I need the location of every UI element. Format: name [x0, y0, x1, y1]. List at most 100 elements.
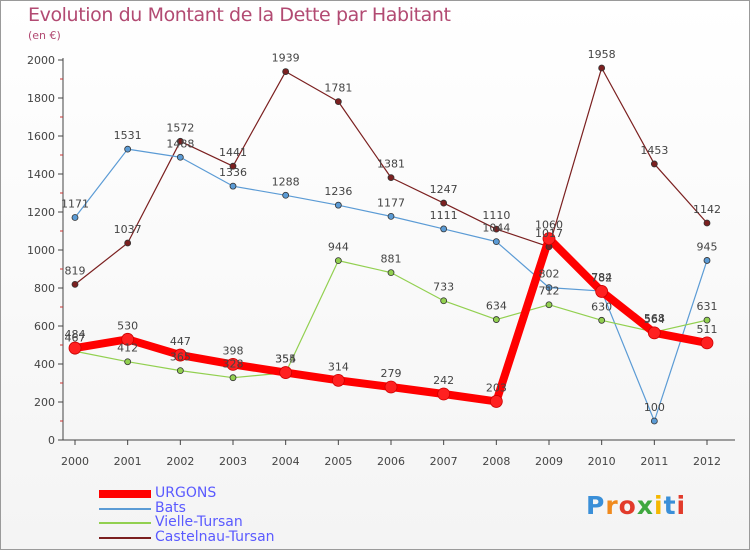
data-label: 881 — [381, 253, 402, 266]
data-point — [545, 301, 553, 309]
logo-letter: i — [654, 491, 664, 520]
data-label: 819 — [65, 264, 86, 277]
legend-swatch — [99, 490, 151, 498]
legend-swatch — [99, 537, 151, 539]
x-tick-label: 2004 — [272, 455, 300, 468]
data-point — [387, 174, 395, 182]
data-point — [492, 316, 500, 323]
data-label: 1441 — [219, 146, 247, 159]
data-label: 1531 — [114, 129, 142, 142]
data-label: 1939 — [272, 52, 300, 65]
data-point — [440, 199, 448, 207]
chart-title: Evolution du Montant de la Dette par Hab… — [28, 4, 451, 26]
data-label: 203 — [486, 381, 507, 394]
data-label: 1572 — [166, 121, 194, 134]
logo-letter: P — [586, 491, 606, 520]
y-tick-label: 0 — [48, 434, 55, 447]
y-tick-label: 1200 — [27, 206, 55, 219]
data-label: 630 — [591, 300, 612, 313]
data-point — [279, 366, 293, 379]
data-point — [226, 357, 240, 371]
data-point — [703, 316, 711, 324]
data-label: 328 — [223, 358, 244, 371]
data-point — [440, 297, 448, 305]
data-point — [124, 145, 132, 153]
x-tick-label: 2002 — [166, 455, 194, 468]
data-label: 398 — [223, 344, 244, 357]
data-point — [647, 326, 661, 340]
unit-label: (en €) — [28, 29, 61, 42]
y-tick-label: 800 — [34, 282, 55, 295]
data-point — [440, 225, 448, 233]
data-point — [124, 358, 132, 366]
data-label: 447 — [170, 335, 191, 348]
data-label: 1336 — [219, 166, 247, 179]
logo-letter: i — [676, 491, 687, 520]
data-label: 1142 — [693, 203, 721, 216]
data-label: 782 — [591, 271, 612, 284]
data-label: 1958 — [588, 48, 616, 61]
y-tick-label: 1000 — [27, 244, 55, 257]
legend-label: Castelnau-Tursan — [155, 529, 275, 545]
data-label: 355 — [275, 353, 296, 366]
data-point — [282, 191, 290, 199]
data-point — [598, 64, 606, 72]
data-point — [334, 201, 342, 209]
x-tick-label: 2007 — [430, 455, 458, 468]
data-label: 1488 — [166, 137, 194, 150]
y-tick-label: 1600 — [27, 130, 55, 143]
data-label: 564 — [644, 313, 665, 326]
data-label: 631 — [697, 300, 718, 313]
data-point — [68, 341, 82, 355]
data-point — [492, 238, 500, 246]
x-tick-label: 2005 — [324, 455, 352, 468]
y-tick-label: 200 — [34, 396, 55, 409]
data-point — [703, 257, 711, 264]
data-point — [542, 232, 556, 246]
logo-letter: x — [636, 491, 654, 520]
data-label: 1453 — [640, 144, 668, 157]
data-label: 412 — [117, 342, 138, 355]
data-point — [595, 285, 609, 298]
data-label: 1171 — [61, 198, 89, 211]
data-point — [334, 257, 342, 265]
x-tick-label: 2001 — [114, 455, 142, 468]
y-tick-label: 400 — [34, 358, 55, 371]
data-label: 802 — [539, 268, 560, 281]
x-tick-label: 2009 — [535, 455, 563, 468]
data-label: 1017 — [535, 227, 563, 240]
x-tick-label: 2008 — [482, 455, 510, 468]
data-label: 1236 — [324, 185, 352, 198]
data-point — [384, 380, 398, 394]
x-tick-label: 2012 — [693, 455, 721, 468]
data-point — [700, 336, 714, 350]
data-label: 467 — [65, 331, 86, 344]
legend-label: Vielle-Tursan — [155, 514, 243, 530]
data-label: 279 — [381, 367, 402, 380]
data-label: 712 — [539, 285, 560, 298]
data-label: 1781 — [324, 82, 352, 95]
data-point — [331, 373, 345, 387]
data-point — [334, 98, 342, 106]
y-tick-label: 2000 — [27, 54, 55, 67]
data-point — [437, 387, 451, 401]
proxiti-logo: Proxiti — [586, 491, 686, 520]
data-point — [545, 284, 553, 292]
data-label: 944 — [328, 241, 349, 254]
series-line-bats — [74, 148, 708, 422]
legend-swatch — [99, 508, 151, 510]
data-point — [229, 162, 237, 170]
y-tick-label: 600 — [34, 320, 55, 333]
data-label: 365 — [170, 351, 191, 364]
data-point — [71, 280, 79, 288]
logo-letter: o — [618, 491, 637, 520]
data-point — [229, 182, 237, 190]
data-label: 1288 — [272, 175, 300, 188]
data-label: 1044 — [482, 222, 510, 235]
data-label: 1060 — [535, 219, 563, 232]
data-label: 945 — [697, 240, 718, 253]
data-label: 511 — [697, 323, 718, 336]
data-label: 1177 — [377, 196, 405, 209]
data-point — [650, 417, 658, 425]
data-label: 354 — [275, 353, 296, 366]
